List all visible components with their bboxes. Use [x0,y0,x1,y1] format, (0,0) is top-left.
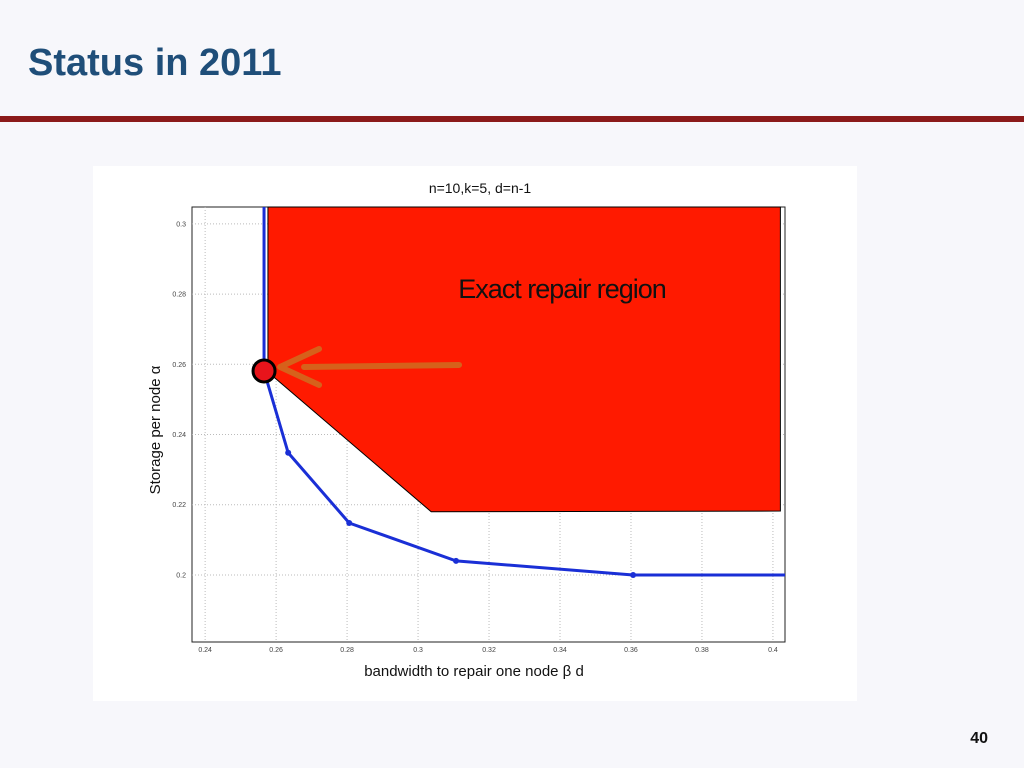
arrow [277,345,463,388]
y-tick-label: 0.22 [172,502,186,509]
x-tick-label: 0.36 [624,647,638,654]
region-label: Exact repair region [458,274,666,304]
page-number: 40 [970,730,988,747]
x-tick-label: 0.38 [695,647,709,654]
x-tick-label: 0.32 [482,647,496,654]
y-tick-label: 0.26 [172,362,186,369]
y-tick-label: 0.28 [172,292,186,299]
slide-title: Status in 2011 [28,42,281,84]
x-tick-label: 0.34 [553,647,567,654]
title-rule [0,116,1024,122]
y-tick-label: 0.3 [176,221,186,228]
x-axis-label: bandwidth to repair one node β d [364,663,584,680]
x-tick-label: 0.28 [340,647,354,654]
x-tick-label: 0.26 [269,647,283,654]
x-tick-label: 0.24 [198,647,212,654]
y-axis-label: Storage per node α [147,365,164,494]
x-tick-label: 0.3 [413,647,423,654]
x-tick-label: 0.4 [768,647,778,654]
point [630,571,637,578]
point [453,557,460,564]
region-area [267,206,781,513]
point [285,449,292,456]
chart-title: n=10,k=5, d=n-1 [429,180,532,196]
y-tick-label: 0.2 [176,572,186,579]
y-tick-label: 0.24 [172,432,186,439]
highlight [251,358,277,384]
point [346,519,353,526]
